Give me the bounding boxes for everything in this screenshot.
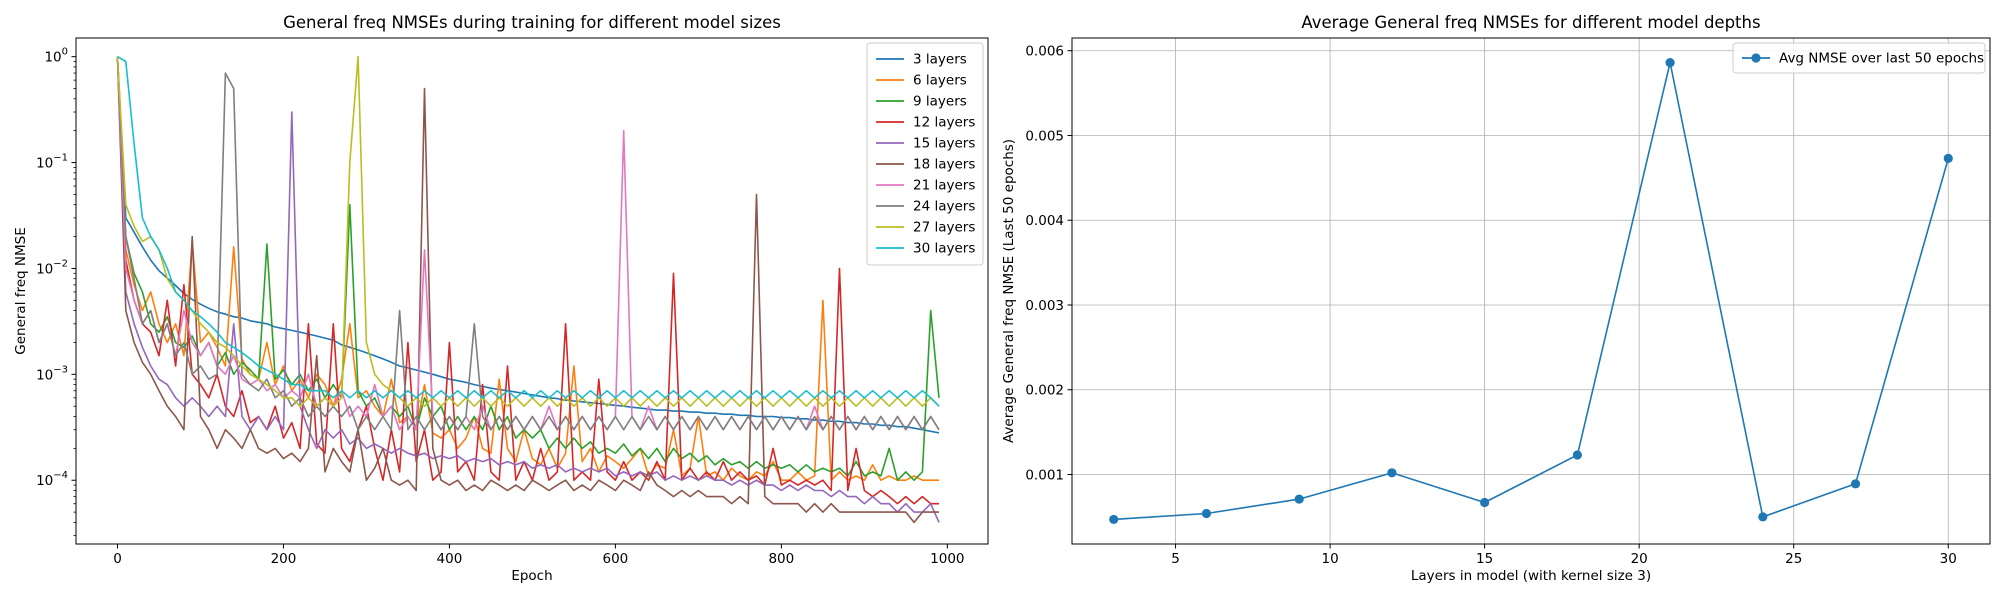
legend-label: 30 layers	[913, 241, 975, 257]
data-point	[1201, 508, 1212, 519]
y-tick-exponent: 0	[62, 47, 68, 58]
y-tick-exponent: −4	[53, 470, 68, 481]
x-tick-label: 20	[1631, 551, 1648, 567]
x-tick-label: 800	[768, 551, 794, 567]
y-tick-base: 10	[36, 261, 53, 277]
legend: Avg NMSE over last 50 epochs	[1732, 42, 1986, 74]
chart-title: Average General freq NMSEs for different…	[1301, 13, 1760, 32]
y-tick-label: 10−4	[36, 470, 68, 489]
x-tick-label: 15	[1476, 551, 1493, 567]
plot-area	[76, 38, 988, 544]
series-line-8	[116, 56, 940, 431]
series-line-10	[117, 55, 940, 407]
training-chart: 0 200 400 600 800 100010−410−310−210−1100Gene…	[13, 13, 989, 584]
data-point	[1758, 512, 1768, 522]
legend-label: 24 layers	[913, 199, 975, 215]
data-point	[1850, 479, 1861, 489]
data-point	[1665, 57, 1675, 68]
y-tick-exponent: −3	[53, 364, 68, 375]
x-tick-label: 600	[603, 551, 629, 567]
legend-box	[866, 42, 984, 266]
legend-label: 3 layers	[913, 52, 967, 68]
series-line	[1113, 62, 1950, 521]
series-line-3	[116, 56, 940, 482]
x-tick-label: 10	[1321, 551, 1338, 567]
axes-frame	[75, 37, 989, 545]
x-tick-label: 1000	[930, 551, 964, 567]
x-tick-label: 5	[1171, 551, 1180, 567]
data-point	[1943, 153, 1953, 163]
y-tick-label: 0.001	[1025, 467, 1064, 483]
y-tick-base: 10	[36, 473, 53, 489]
series-line-9	[116, 55, 940, 408]
legend-label: Avg NMSE over last 50 epochs	[1779, 51, 1984, 67]
y-tick-base: 10	[36, 367, 53, 383]
y-tick-label: 0.003	[1025, 298, 1064, 314]
y-tick-exponent: −1	[53, 153, 68, 164]
data-point	[1387, 468, 1397, 478]
series-line-6	[116, 56, 939, 524]
y-tick-label: 0.002	[1025, 383, 1064, 399]
y-tick-label: 10−1	[36, 153, 68, 172]
data-point	[1480, 497, 1490, 508]
legend-label: 12 layers	[913, 115, 975, 131]
axes-frame	[1071, 37, 1991, 545]
x-tick-label: 400	[437, 551, 463, 567]
x-tick-label: 200	[271, 551, 297, 567]
data-point	[1294, 494, 1304, 504]
legend-swatch-marker	[1751, 53, 1761, 63]
y-tick-label: 10−3	[36, 364, 68, 383]
y-axis-label: General freq NMSE	[13, 227, 29, 355]
y-tick-label: 10−2	[36, 258, 68, 277]
y-tick-exponent: −2	[53, 258, 68, 269]
chart-title: General freq NMSEs during training for d…	[283, 13, 781, 32]
legend-label: 15 layers	[913, 136, 975, 152]
data-point	[1109, 514, 1119, 525]
x-tick-label: 25	[1785, 551, 1802, 567]
y-tick-label: 0.005	[1025, 128, 1064, 144]
legend-label: 27 layers	[913, 220, 975, 236]
x-axis-label: Epoch	[511, 568, 552, 584]
series-lines	[116, 55, 940, 524]
y-axis-label: Average General freq NMSE (Last 50 epoch…	[1001, 139, 1017, 443]
depth-chart: 5 10 15 20 25 30 0.001 0.002 0.003 0.004 0.005 0.00…	[1001, 13, 1991, 584]
data-point	[1572, 450, 1582, 460]
x-axis-label: Layers in model (with kernel size 3)	[1411, 568, 1651, 584]
legend-label: 6 layers	[913, 73, 967, 89]
y-tick-label: 0.006	[1025, 44, 1064, 60]
legend-box	[1732, 42, 1986, 74]
series-line-5	[116, 56, 940, 523]
y-tick-base: 10	[36, 156, 53, 172]
legend-label: 21 layers	[913, 178, 975, 194]
x-tick-label: 0	[113, 551, 122, 567]
x-tick-label: 30	[1940, 551, 1957, 567]
y-tick-label: 0.004	[1025, 213, 1064, 229]
legend: 3 layers 6 layers 9 layers 12 layers 15 laye…	[866, 42, 984, 266]
legend-label: 9 layers	[913, 94, 967, 110]
plot-area	[1072, 38, 1990, 544]
y-tick-base: 10	[44, 50, 61, 66]
series-line-4	[116, 56, 939, 505]
y-tick-label: 100	[44, 47, 68, 66]
legend-label: 18 layers	[913, 157, 975, 173]
